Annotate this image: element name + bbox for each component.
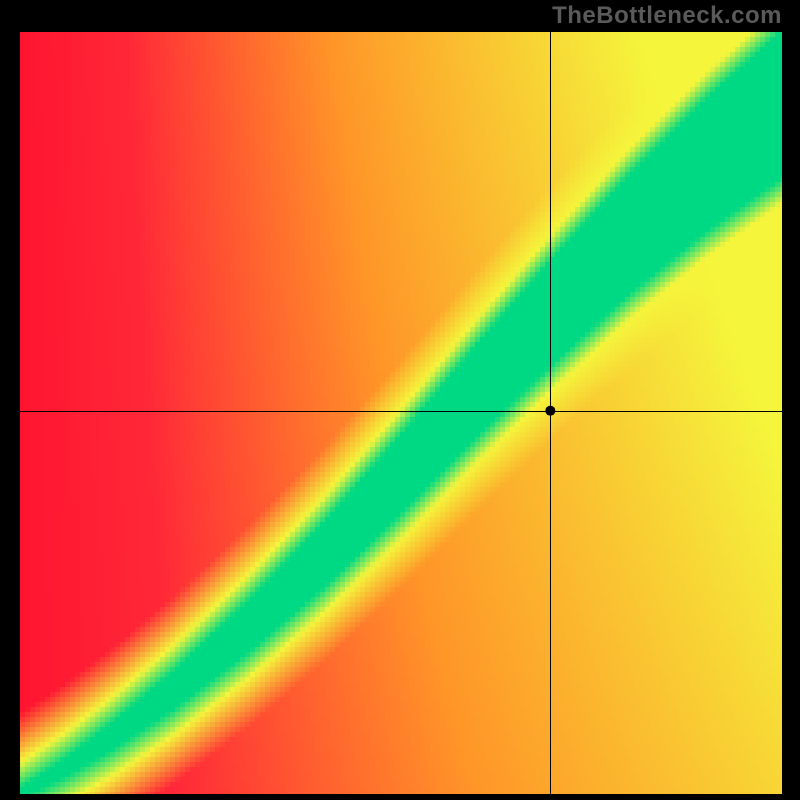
bottleneck-heatmap (20, 32, 782, 794)
chart-container: TheBottleneck.com (0, 0, 800, 800)
watermark: TheBottleneck.com (552, 2, 782, 30)
